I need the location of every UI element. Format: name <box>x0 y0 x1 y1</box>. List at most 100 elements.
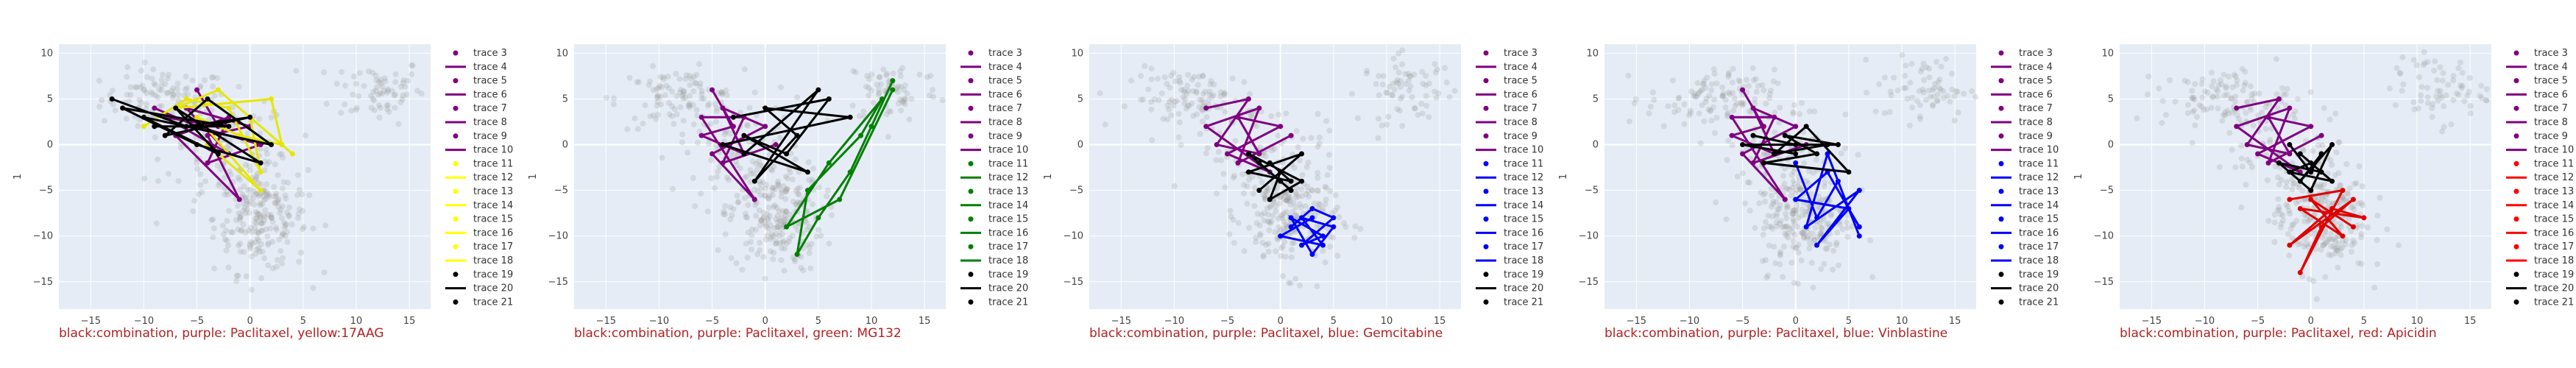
series-line-black <box>111 97 272 164</box>
data-point-black <box>847 114 853 120</box>
cloud-point <box>697 80 704 87</box>
cloud-point <box>2276 181 2282 188</box>
cloud-point <box>238 212 244 219</box>
cloud-point <box>279 233 286 239</box>
cloud-point <box>647 113 654 120</box>
cloud-point <box>2321 232 2328 238</box>
cloud-point <box>1724 113 1730 120</box>
x-tick-label: −5 <box>1735 316 1749 327</box>
cloud-point <box>2301 218 2308 224</box>
cloud-point <box>695 139 701 146</box>
cloud-point <box>1940 94 1947 101</box>
legend-label: trace 15 <box>2534 214 2574 225</box>
cloud-point <box>237 248 244 255</box>
cloud-point <box>1158 90 1165 96</box>
cloud-point <box>794 185 801 192</box>
cloud-point <box>351 73 358 79</box>
cloud-point <box>1253 220 1260 227</box>
cloud-point <box>2348 249 2354 255</box>
cloud-point <box>226 208 233 214</box>
cloud-point <box>2303 241 2310 248</box>
cloud-point <box>1697 88 1704 94</box>
cloud-point <box>747 238 754 245</box>
data-point-green <box>794 252 800 258</box>
y-tick-label: −5 <box>1069 185 1083 197</box>
cloud-point <box>191 197 198 204</box>
cloud-point <box>2358 231 2365 238</box>
cloud-point <box>1938 63 1945 70</box>
cloud-point <box>1688 107 1694 114</box>
cloud-point <box>1921 77 1928 83</box>
cloud-point <box>2259 109 2265 116</box>
y-tick-label: −5 <box>554 185 568 197</box>
legend-label: trace 11 <box>988 158 1028 169</box>
cloud-point <box>1947 98 1953 105</box>
y-tick-label: 10 <box>2101 48 2114 59</box>
cloud-point <box>654 111 661 118</box>
cloud-point <box>1741 100 1747 107</box>
cloud-point <box>734 192 740 199</box>
data-point-purple <box>1740 151 1746 157</box>
cloud-point <box>2418 92 2424 99</box>
x-tick-label: −15 <box>1111 316 1131 327</box>
cloud-point <box>2386 85 2393 92</box>
cloud-point <box>776 135 783 141</box>
cloud-point <box>741 195 748 202</box>
data-point-blue <box>1835 178 1841 184</box>
cloud-point <box>1762 219 1769 225</box>
cloud-point <box>901 87 907 93</box>
legend-label: trace 14 <box>1504 200 1543 211</box>
legend-marker <box>968 299 974 305</box>
cloud-point <box>770 256 776 263</box>
cloud-point <box>749 226 755 233</box>
cloud-point <box>1753 88 1760 95</box>
cloud-point <box>771 204 777 210</box>
cloud-point <box>1298 204 1304 210</box>
cloud-point <box>158 77 165 83</box>
cloud-point <box>824 193 830 199</box>
cloud-point <box>338 110 344 116</box>
cloud-point <box>687 82 693 88</box>
cloud-point <box>342 82 348 89</box>
legend-label: trace 9 <box>2534 131 2568 142</box>
cloud-point <box>1817 230 1824 237</box>
cloud-point <box>1723 216 1730 222</box>
cloud-point <box>1801 233 1808 240</box>
cloud-point <box>264 193 271 199</box>
cloud-point <box>2191 96 2198 103</box>
cloud-point <box>2283 201 2290 208</box>
cloud-point <box>798 264 804 271</box>
cloud-point <box>815 184 822 191</box>
cloud-point <box>2289 235 2296 241</box>
cloud-point <box>792 223 799 230</box>
cloud-point <box>400 79 406 86</box>
cloud-point <box>894 85 900 91</box>
x-tick-label: 0 <box>1278 316 1284 327</box>
cloud-point <box>658 101 665 107</box>
cloud-point <box>253 228 260 235</box>
cloud-point <box>158 102 165 109</box>
cloud-point <box>256 116 263 122</box>
cloud-point <box>2279 212 2286 219</box>
cloud-point <box>2432 58 2438 65</box>
cloud-point <box>1220 171 1227 177</box>
cloud-point <box>263 191 269 197</box>
cloud-point <box>2458 82 2464 89</box>
cloud-point <box>774 241 780 247</box>
cloud-point <box>1706 93 1713 99</box>
cloud-point <box>704 102 711 109</box>
cloud-point <box>604 94 610 101</box>
legend-marker <box>453 216 459 222</box>
cloud-point <box>930 93 937 100</box>
cloud-point <box>414 88 421 94</box>
legend-label: trace 18 <box>473 255 513 266</box>
cloud-point <box>1849 223 1855 230</box>
cloud-point <box>2264 177 2271 183</box>
cloud-point <box>283 222 289 229</box>
data-point-yellow <box>141 124 146 130</box>
cloud-point <box>766 192 773 199</box>
cloud-point <box>1738 100 1744 107</box>
cloud-point <box>718 89 725 96</box>
